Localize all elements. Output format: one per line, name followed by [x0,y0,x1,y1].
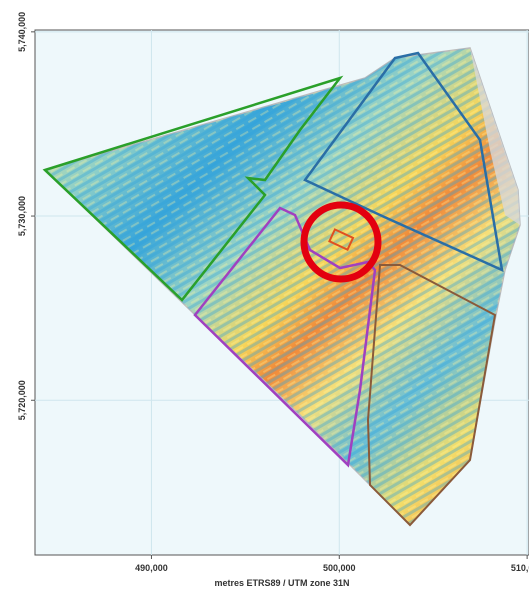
y-tick-label: 5,720,000 [17,380,27,420]
x-tick-label: 510,000 [511,563,529,573]
x-axis-label: metres ETRS89 / UTM zone 31N [214,578,349,588]
y-tick-label: 5,740,000 [17,12,27,52]
y-tick-label: 5,730,000 [17,196,27,236]
x-tick-label: 490,000 [135,563,168,573]
map-figure: metres ETRS89 / UTM zone 31N 490,000 500,… [0,0,529,595]
x-tick-label: 500,000 [323,563,356,573]
